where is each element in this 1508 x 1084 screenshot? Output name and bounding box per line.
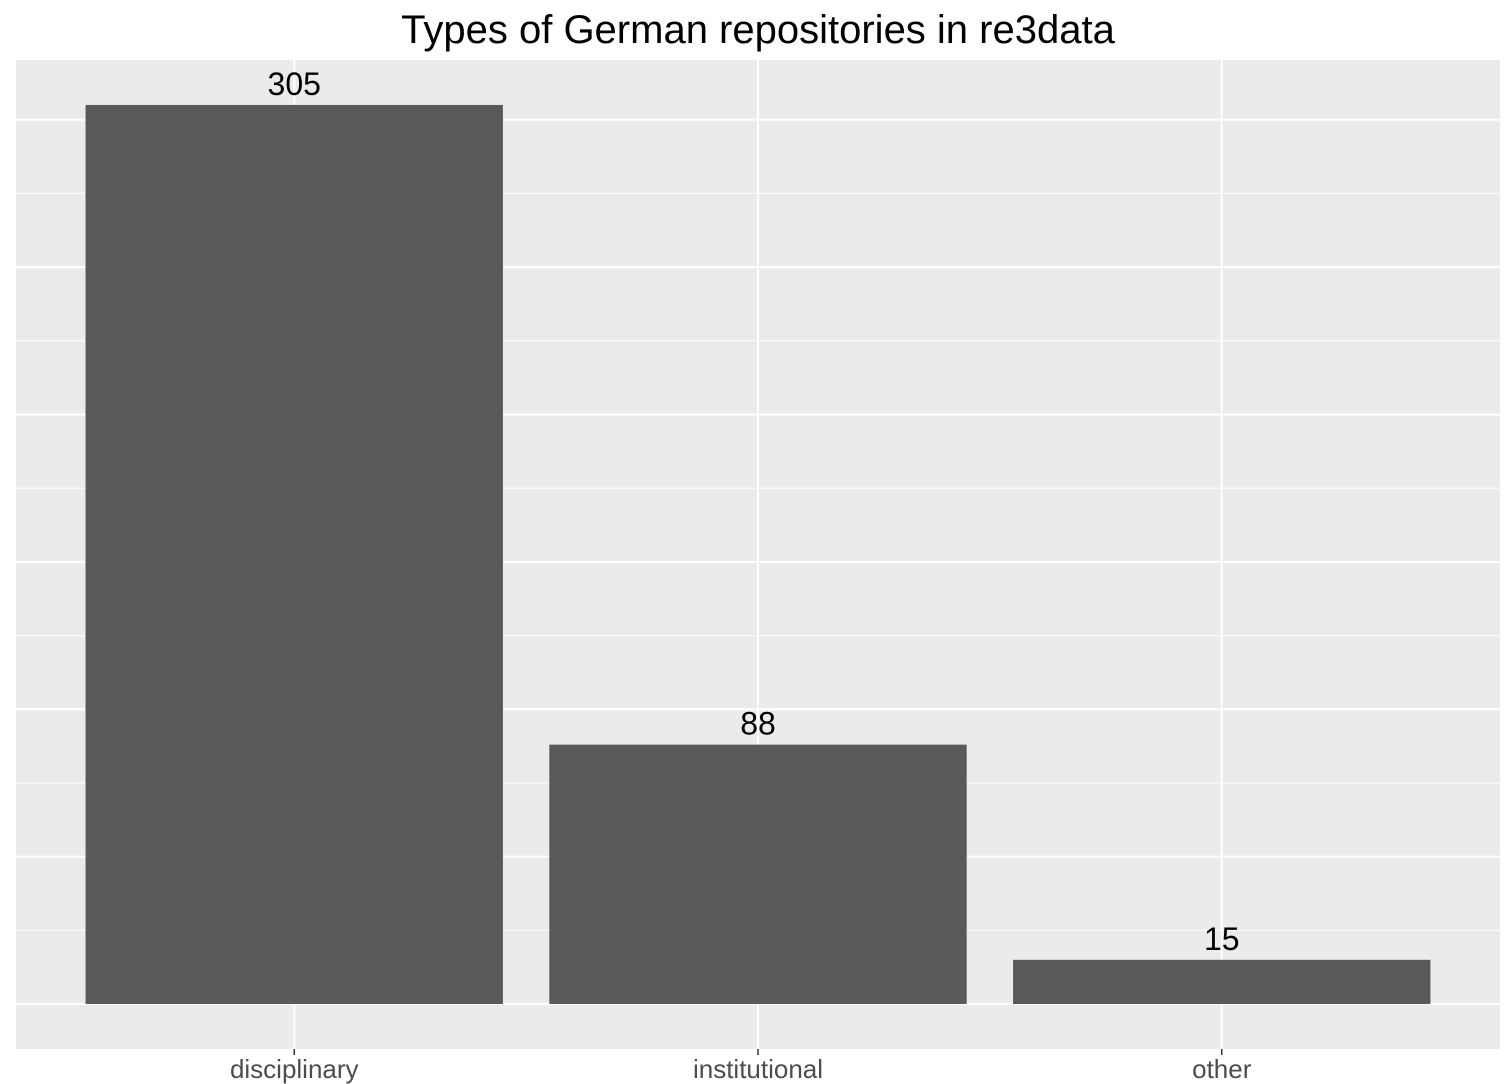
- data-label-other: 15: [1204, 921, 1240, 957]
- data-label-institutional: 88: [740, 706, 776, 742]
- x-axis: disciplinary institutional other: [230, 1049, 1252, 1084]
- x-tick-label-institutional: institutional: [693, 1054, 823, 1084]
- bar-institutional: [549, 744, 967, 1005]
- bars: [85, 104, 1431, 1005]
- x-tick-label-disciplinary: disciplinary: [230, 1054, 359, 1084]
- bar-disciplinary: [85, 104, 503, 1005]
- bar-other: [1013, 959, 1431, 1005]
- chart-title: Types of German repositories in re3data: [401, 8, 1115, 52]
- data-labels: 305 88 15: [268, 66, 1240, 957]
- data-label-disciplinary: 305: [268, 66, 321, 102]
- x-tick-label-other: other: [1192, 1054, 1252, 1084]
